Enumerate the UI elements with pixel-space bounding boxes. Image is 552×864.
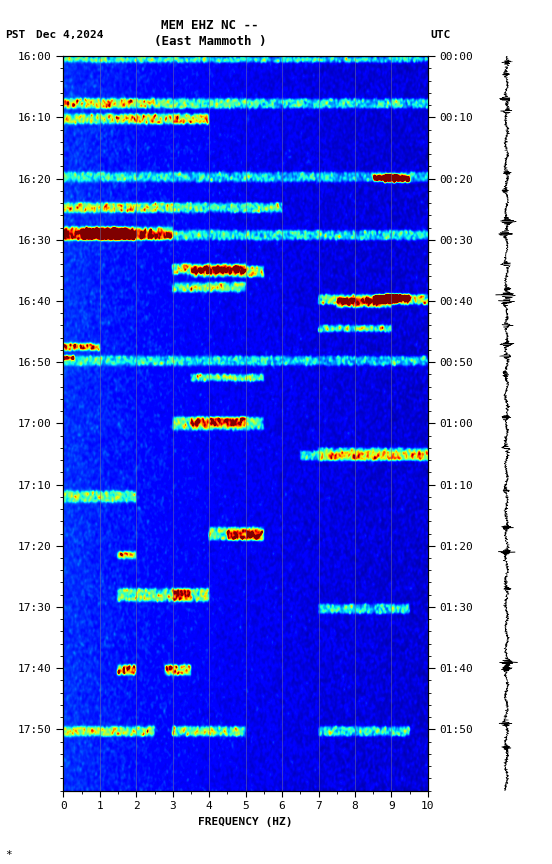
X-axis label: FREQUENCY (HZ): FREQUENCY (HZ) (198, 816, 293, 827)
Text: *: * (6, 849, 12, 860)
Text: (East Mammoth ): (East Mammoth ) (153, 35, 266, 48)
Text: PST: PST (6, 30, 26, 41)
Text: UTC: UTC (431, 30, 451, 41)
Text: MEM EHZ NC --: MEM EHZ NC -- (161, 19, 258, 32)
Text: Dec 4,2024: Dec 4,2024 (36, 30, 103, 41)
